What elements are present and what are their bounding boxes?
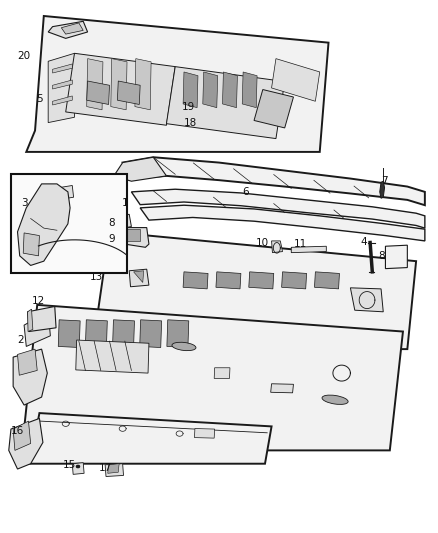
- Polygon shape: [203, 72, 218, 108]
- Text: 4: 4: [360, 237, 367, 247]
- Text: 6: 6: [242, 187, 249, 197]
- Polygon shape: [127, 229, 140, 241]
- Polygon shape: [125, 228, 149, 247]
- Polygon shape: [272, 241, 283, 253]
- Polygon shape: [28, 306, 56, 332]
- Polygon shape: [223, 72, 237, 108]
- Polygon shape: [380, 181, 385, 198]
- Polygon shape: [48, 53, 74, 123]
- Polygon shape: [183, 272, 208, 289]
- Text: 12: 12: [32, 296, 45, 306]
- Polygon shape: [13, 349, 47, 405]
- Polygon shape: [114, 157, 166, 181]
- Polygon shape: [350, 288, 383, 312]
- Polygon shape: [314, 272, 339, 289]
- Polygon shape: [242, 72, 257, 108]
- Polygon shape: [140, 320, 162, 348]
- Text: 20: 20: [18, 51, 31, 61]
- Polygon shape: [87, 59, 103, 110]
- Polygon shape: [59, 185, 74, 199]
- Polygon shape: [18, 349, 37, 375]
- Polygon shape: [61, 23, 83, 34]
- Polygon shape: [66, 53, 175, 125]
- Polygon shape: [254, 90, 293, 128]
- Text: 11: 11: [293, 239, 307, 249]
- Polygon shape: [85, 320, 107, 348]
- Polygon shape: [111, 59, 127, 110]
- Polygon shape: [108, 239, 118, 251]
- Text: 1: 1: [121, 198, 128, 207]
- Polygon shape: [249, 272, 274, 289]
- Bar: [11, 174, 127, 273]
- Polygon shape: [53, 96, 72, 105]
- Polygon shape: [385, 245, 407, 269]
- Polygon shape: [23, 233, 39, 256]
- Text: 15: 15: [63, 460, 76, 470]
- Ellipse shape: [322, 395, 348, 405]
- Polygon shape: [134, 271, 144, 282]
- Polygon shape: [183, 72, 198, 108]
- Polygon shape: [105, 464, 124, 477]
- Polygon shape: [96, 233, 126, 268]
- Polygon shape: [18, 184, 70, 265]
- Text: 2: 2: [18, 335, 25, 345]
- Text: 8: 8: [378, 251, 385, 261]
- Polygon shape: [24, 312, 50, 346]
- Polygon shape: [140, 205, 425, 241]
- Text: 9: 9: [108, 234, 115, 244]
- Polygon shape: [87, 81, 110, 104]
- Polygon shape: [28, 309, 33, 332]
- Polygon shape: [117, 81, 140, 104]
- Text: 10: 10: [256, 238, 269, 247]
- Polygon shape: [271, 384, 293, 393]
- Polygon shape: [282, 272, 307, 289]
- Polygon shape: [216, 272, 241, 289]
- Text: 18: 18: [184, 118, 197, 127]
- Polygon shape: [99, 239, 110, 251]
- Text: 5: 5: [36, 94, 43, 103]
- Polygon shape: [72, 463, 84, 474]
- Polygon shape: [117, 239, 127, 251]
- Polygon shape: [166, 67, 285, 139]
- Text: 16: 16: [11, 426, 24, 435]
- Polygon shape: [123, 157, 425, 205]
- Polygon shape: [53, 80, 72, 89]
- Polygon shape: [194, 429, 215, 438]
- Polygon shape: [58, 320, 80, 348]
- Polygon shape: [214, 368, 230, 378]
- Ellipse shape: [172, 342, 196, 351]
- Polygon shape: [129, 269, 149, 287]
- Polygon shape: [26, 16, 328, 152]
- Polygon shape: [108, 464, 119, 473]
- Polygon shape: [76, 340, 149, 373]
- Polygon shape: [272, 59, 320, 101]
- Text: 19: 19: [182, 102, 195, 111]
- Polygon shape: [48, 21, 88, 38]
- Text: 13: 13: [90, 272, 103, 282]
- Text: 17: 17: [99, 463, 112, 473]
- Polygon shape: [53, 64, 72, 73]
- Polygon shape: [113, 320, 134, 348]
- Polygon shape: [131, 189, 425, 228]
- Polygon shape: [167, 320, 189, 348]
- Text: 3: 3: [21, 198, 28, 207]
- Text: 8: 8: [108, 218, 115, 228]
- Polygon shape: [88, 232, 416, 349]
- Polygon shape: [13, 421, 31, 450]
- Text: 7: 7: [381, 176, 388, 186]
- Polygon shape: [26, 413, 272, 464]
- Polygon shape: [9, 418, 43, 469]
- Polygon shape: [291, 246, 326, 253]
- Polygon shape: [135, 59, 151, 110]
- Polygon shape: [116, 214, 131, 229]
- Polygon shape: [13, 305, 403, 450]
